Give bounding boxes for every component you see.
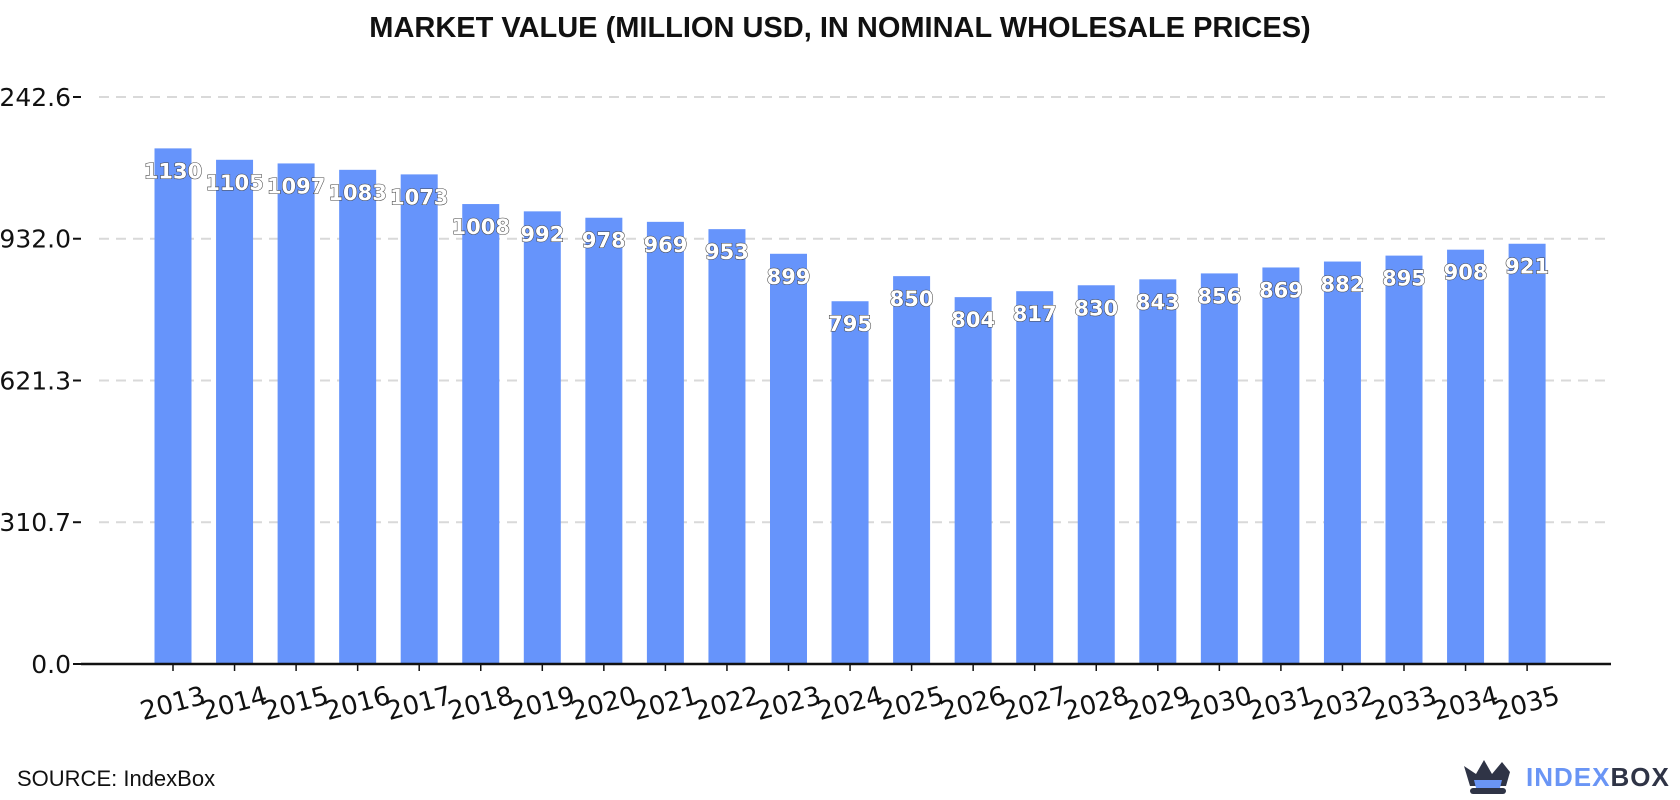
x-tick-label: 2034 [1430, 681, 1502, 727]
bar [1447, 249, 1485, 665]
data-label: 899 [767, 265, 811, 289]
y-tick-label: 621.3 [0, 367, 71, 396]
bar [1262, 267, 1300, 664]
data-label: 869 [1259, 278, 1303, 302]
y-tick-label: 932.0 [0, 225, 71, 254]
data-label: 804 [951, 308, 995, 332]
data-label: 830 [1074, 296, 1118, 320]
x-tick-label: 2029 [1122, 681, 1194, 727]
bar [1508, 243, 1546, 664]
data-label: 969 [643, 233, 687, 257]
x-tick-label: 2028 [1060, 681, 1132, 727]
x-tick-label: 2027 [999, 681, 1071, 727]
bar [462, 204, 500, 664]
data-label: 817 [1013, 302, 1057, 326]
x-tick-label: 2013 [137, 681, 209, 727]
bar [585, 217, 623, 665]
bar [154, 148, 192, 665]
data-label: 1105 [205, 171, 263, 195]
x-tick-label: 2014 [199, 681, 271, 727]
y-tick-label: 0.0 [31, 650, 71, 679]
data-label: 1083 [328, 181, 386, 205]
data-label: 850 [890, 287, 934, 311]
indexbox-crown-logo-icon [1464, 760, 1510, 794]
x-tick-label: 2016 [322, 681, 394, 727]
x-tick-label: 2020 [568, 681, 640, 727]
brand-logo[interactable]: INDEXBOX [1462, 758, 1670, 796]
data-label: 921 [1505, 255, 1549, 279]
x-tick-label: 2021 [630, 681, 702, 727]
data-label: 1097 [267, 174, 325, 198]
bar [770, 253, 807, 664]
source-note: SOURCE: IndexBox [17, 766, 216, 791]
bar [708, 229, 746, 665]
data-label: 992 [520, 222, 564, 246]
brand-name-part1: INDEX [1526, 761, 1611, 792]
x-tick-label: 2030 [1184, 681, 1256, 727]
brand-name: INDEXBOX [1526, 762, 1670, 793]
bar [893, 276, 931, 664]
bar [831, 301, 869, 664]
x-tick-label: 2017 [383, 681, 455, 727]
chart-title: MARKET VALUE (MILLION USD, IN NOMINAL WH… [369, 12, 1311, 44]
data-label: 1073 [390, 185, 448, 209]
data-label: 953 [705, 240, 749, 264]
x-tick-label: 2024 [814, 681, 886, 727]
bar [1077, 285, 1115, 664]
data-label: 895 [1382, 267, 1426, 291]
x-tick-label: 2015 [260, 681, 332, 727]
x-tick-label: 2019 [506, 681, 578, 727]
bar [646, 221, 684, 664]
bar [1200, 273, 1238, 664]
data-label: 1130 [144, 159, 202, 183]
y-axis: 0.0 310.7 621.3 932.0 1242.6 [0, 83, 81, 679]
data-label: 1008 [452, 215, 510, 239]
bar [1016, 291, 1054, 664]
data-label: 843 [1136, 290, 1180, 314]
bar [1139, 279, 1177, 664]
bars [154, 148, 1546, 665]
x-tick-label: 2022 [691, 681, 763, 727]
x-tick-label: 2032 [1307, 681, 1379, 727]
x-tick-label: 2026 [937, 681, 1009, 727]
data-label: 795 [828, 312, 872, 336]
bar [339, 169, 377, 664]
x-tick-label: 2035 [1491, 681, 1563, 727]
data-label: 882 [1321, 273, 1365, 297]
x-tick-label: 2033 [1368, 681, 1440, 727]
x-tick-label: 2025 [876, 681, 948, 727]
x-axis: 2013201420152016201720182019202020212022… [81, 662, 1611, 727]
y-tick-label: 1242.6 [0, 83, 71, 112]
bar [400, 174, 438, 664]
x-tick-label: 2018 [445, 681, 517, 727]
bar [216, 159, 254, 665]
data-label: 978 [582, 229, 626, 253]
bar [1385, 255, 1423, 664]
brand-name-part2: BOX [1610, 761, 1670, 792]
data-label: 908 [1444, 261, 1488, 285]
bar [277, 163, 315, 664]
bar [1323, 261, 1361, 664]
data-label: 856 [1197, 284, 1241, 308]
bar [954, 297, 992, 664]
y-tick-label: 310.7 [0, 508, 71, 537]
bar [523, 211, 561, 664]
x-tick-label: 2031 [1245, 681, 1317, 727]
x-tick-label: 2023 [753, 681, 825, 727]
